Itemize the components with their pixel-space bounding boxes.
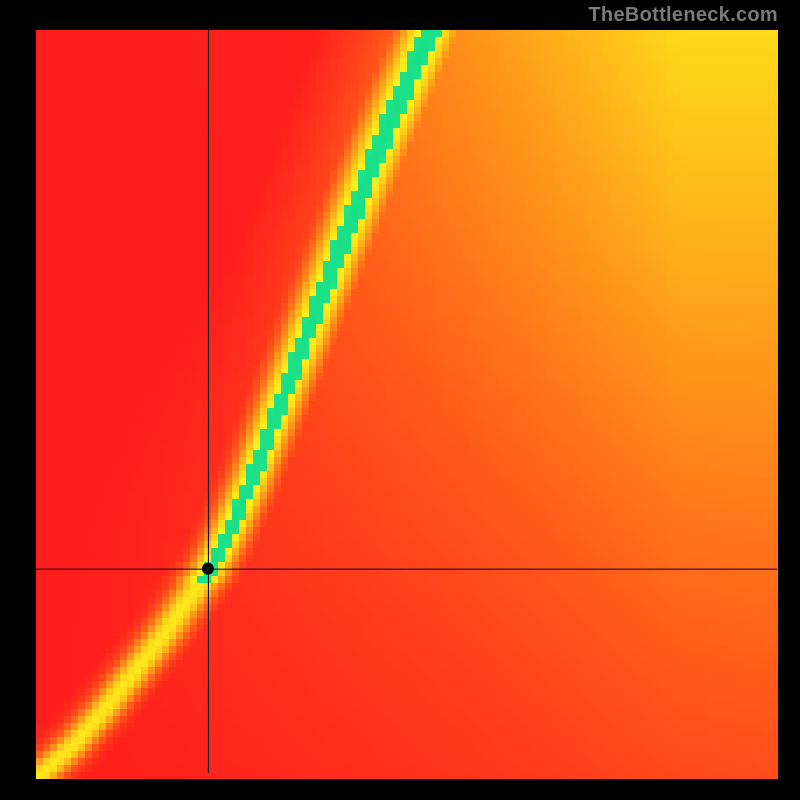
figure-container: { "watermark": { "text": "TheBottleneck.…: [0, 0, 800, 800]
watermark-text: TheBottleneck.com: [588, 4, 778, 27]
heatmap-overlay: [0, 0, 800, 800]
